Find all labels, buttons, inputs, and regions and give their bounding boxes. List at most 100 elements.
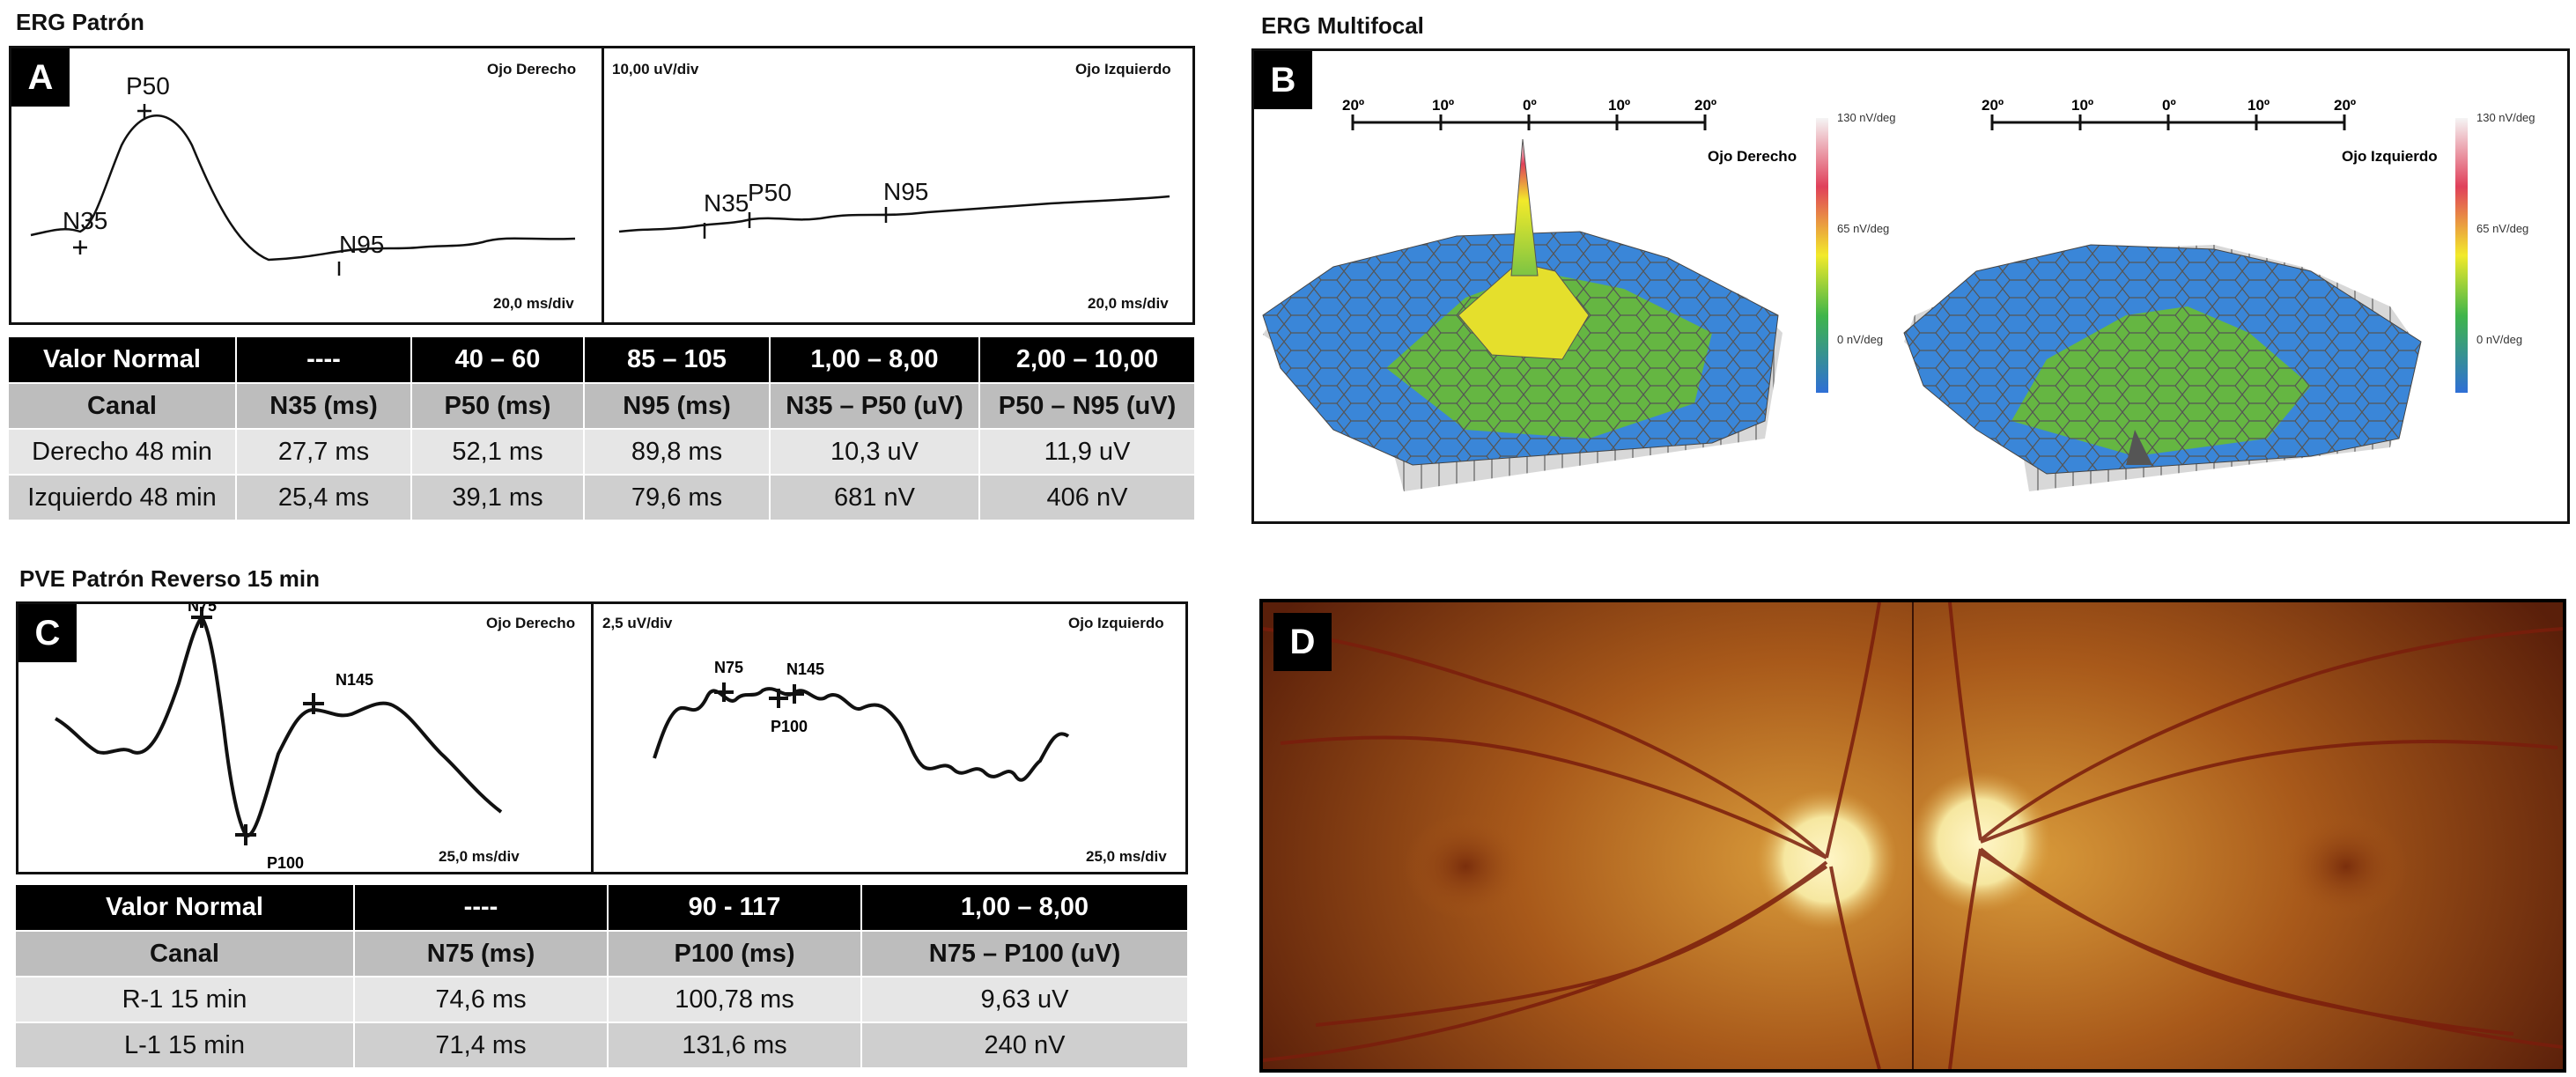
colorbar-label-high: 130 nV/deg — [2476, 111, 2535, 124]
pve-right-eye-trace — [54, 614, 503, 837]
panel-c-traces: N75 N145 P100 N75 N145 P100 — [54, 604, 1070, 872]
marker-label-n35-left: N35 — [704, 189, 749, 217]
colorbar-left — [2455, 118, 2468, 393]
table-cell: R-1 15 min — [16, 977, 355, 1023]
axis-ticks-right — [1351, 114, 1707, 130]
table-row: Izquierdo 48 min 25,4 ms 39,1 ms 79,6 ms… — [9, 475, 1196, 521]
marker-cross-n75-left — [714, 682, 734, 702]
table-c-normal-row: Valor Normal ---- 90 - 117 1,00 – 8,00 — [16, 885, 1189, 932]
table-cell: 40 – 60 — [411, 337, 585, 384]
optic-disc-right — [1756, 789, 1897, 930]
table-cell: 11,9 uV — [979, 429, 1196, 476]
pve-left-eye-trace — [653, 687, 1070, 782]
table-a-header-row: Canal N35 (ms) P50 (ms) N95 (ms) N35 – P… — [9, 383, 1196, 430]
panel-b-left-eye-label: Ojo Izquierdo — [2342, 148, 2438, 165]
panel-a-right-eye-label: Ojo Derecho — [487, 61, 577, 77]
panel-a-time-scale-left: 20,0 ms/div — [1088, 295, 1169, 312]
axis-tick-label: 10º — [2248, 97, 2270, 114]
table-cell: 681 nV — [770, 475, 980, 521]
table-cell: 85 – 105 — [584, 337, 771, 384]
panel-c-scale-y: 2,5 uV/div — [602, 615, 673, 631]
table-cell: 10,3 uV — [770, 429, 980, 476]
retinal-vessels-right — [1263, 602, 1881, 1069]
axis-ticks-left — [1990, 114, 2346, 130]
table-cell: 9,63 uV — [861, 977, 1189, 1023]
marker-label-n95-left: N95 — [883, 178, 928, 205]
panel-c-divider — [591, 604, 594, 872]
table-cell: 74,6 ms — [354, 977, 609, 1023]
colorbar-label-mid: 65 nV/deg — [2476, 222, 2528, 235]
table-header-cell: P50 – N95 (uV) — [979, 383, 1196, 430]
panel-c-right-eye-label: Ojo Derecho — [486, 615, 576, 631]
retinal-vessels-left — [1948, 602, 2563, 1069]
table-cell: 131,6 ms — [608, 1022, 862, 1069]
panel-b-letter: B — [1254, 51, 1312, 109]
erg-right-eye-trace — [30, 114, 576, 262]
table-header-cell: P50 (ms) — [411, 383, 585, 430]
table-header-cell: N35 (ms) — [236, 383, 412, 430]
colorbar-label-high: 130 nV/deg — [1837, 111, 1896, 124]
fundus-images — [1263, 602, 2563, 1069]
panel-d: D — [1259, 599, 2566, 1073]
table-cell: 39,1 ms — [411, 475, 585, 521]
table-cell: 100,78 ms — [608, 977, 862, 1023]
marker-label-p100-right: P100 — [267, 854, 304, 872]
mferg-map-right — [1262, 138, 1783, 491]
axis-tick-label: 0º — [1523, 97, 1537, 114]
colorbar-right — [1816, 118, 1828, 393]
marker-label-n75-left: N75 — [714, 659, 743, 676]
panel-b-right-eye-label: Ojo Derecho — [1708, 148, 1797, 165]
table-cell: 71,4 ms — [354, 1022, 609, 1069]
table-row: R-1 15 min 74,6 ms 100,78 ms 9,63 uV — [16, 977, 1189, 1023]
axis-tick-label: 10º — [1608, 97, 1630, 114]
table-cell: Valor Normal — [9, 337, 237, 384]
colorbar-label-low: 0 nV/deg — [2476, 333, 2522, 346]
panel-c: C Ojo Derecho 2,5 uV/div Ojo Izquierdo 2… — [16, 601, 1188, 874]
table-row: Derecho 48 min 27,7 ms 52,1 ms 89,8 ms 1… — [9, 429, 1196, 476]
marker-label-p50-left: P50 — [748, 179, 792, 206]
marker-cross-n35-right — [73, 240, 87, 254]
axis-tick-label: 10º — [2071, 97, 2093, 114]
panel-c-time-scale-left: 25,0 ms/div — [1086, 848, 1167, 865]
axis-tick-label: 10º — [1432, 97, 1454, 114]
panel-a-traces: P50 N35 N95 N35 P50 N95 — [30, 72, 1170, 276]
axis-tick-label: 20º — [1342, 97, 1364, 114]
table-cell: 1,00 – 8,00 — [770, 337, 980, 384]
table-cell: L-1 15 min — [16, 1022, 355, 1069]
table-cell: Valor Normal — [16, 885, 355, 932]
panel-c-letter: C — [18, 604, 77, 662]
axis-tick-label: 20º — [1982, 97, 2004, 114]
marker-label-n35-right: N35 — [63, 207, 107, 234]
table-c-header-row: Canal N75 (ms) P100 (ms) N75 – P100 (uV) — [16, 931, 1189, 977]
table-cell: 240 nV — [861, 1022, 1189, 1069]
table-cell: 25,4 ms — [236, 475, 412, 521]
table-cell: 406 nV — [979, 475, 1196, 521]
erg-patron-title: ERG Patrón — [16, 9, 144, 35]
marker-label-p100-left: P100 — [771, 718, 808, 735]
axis-tick-label: 20º — [1694, 97, 1716, 114]
marker-cross-p50-right — [137, 104, 151, 118]
table-a-normal-row: Valor Normal ---- 40 – 60 85 – 105 1,00 … — [9, 337, 1196, 384]
marker-cross-p100-right — [235, 824, 256, 845]
marker-label-n145-right: N145 — [336, 671, 373, 689]
erg-left-eye-trace — [618, 195, 1170, 233]
macula-right — [1404, 814, 1527, 919]
mferg-map-left — [1903, 244, 2422, 491]
panel-d-letter: D — [1273, 613, 1332, 671]
panel-b-graphics: 20º 10º 0º 10º 20º 130 nV/deg 65 nV/deg … — [1262, 97, 2535, 491]
table-cell: Derecho 48 min — [9, 429, 237, 476]
marker-label-n145-left: N145 — [786, 660, 824, 678]
table-cell: 89,8 ms — [584, 429, 771, 476]
panel-a: A Ojo Derecho 10,00 uV/div Ojo Izquierdo… — [9, 46, 1195, 325]
marker-cross-n75-right — [191, 607, 212, 628]
macula-left — [2284, 814, 2408, 919]
table-header-cell: N35 – P50 (uV) — [770, 383, 980, 430]
table-cell: ---- — [354, 885, 609, 932]
panel-c-left-eye-label: Ojo Izquierdo — [1068, 615, 1164, 631]
colorbar-label-low: 0 nV/deg — [1837, 333, 1883, 346]
table-cell: 27,7 ms — [236, 429, 412, 476]
panel-a-letter: A — [11, 48, 70, 107]
panel-b: B — [1251, 48, 2570, 524]
axis-tick-label: 20º — [2334, 97, 2356, 114]
table-cell: 2,00 – 10,00 — [979, 337, 1196, 384]
